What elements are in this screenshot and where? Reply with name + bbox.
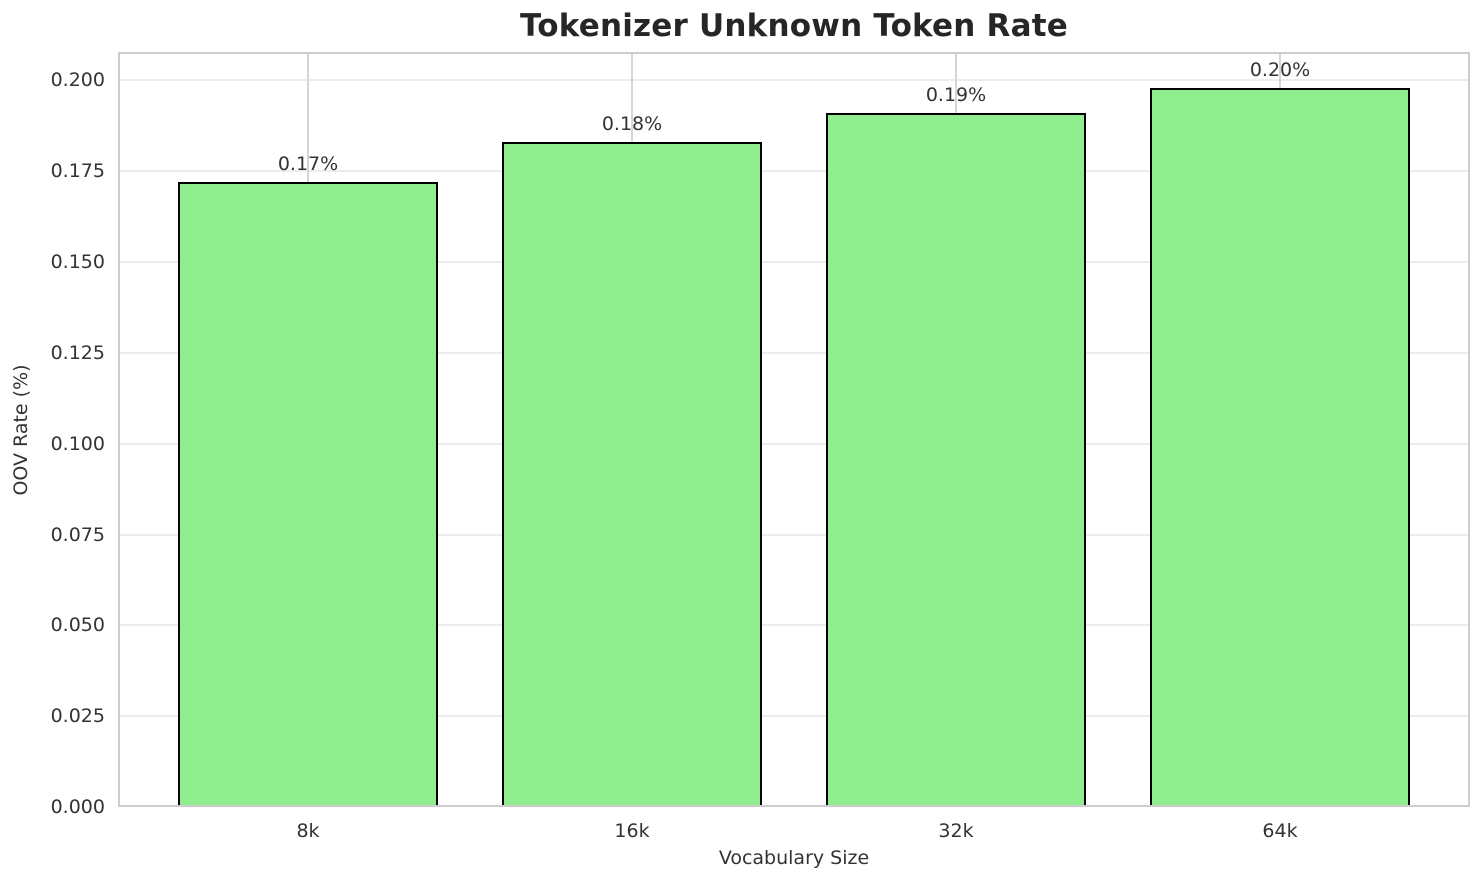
y-gridline <box>118 351 1470 354</box>
plot-area: 0.17% 0.18% 0.19% 0.20% <box>118 52 1470 807</box>
bar-value-label: 0.19% <box>925 84 987 106</box>
x-tick-label: 8k <box>296 820 320 842</box>
x-tick-label: 64k <box>1262 820 1298 842</box>
y-tick-label: 0.000 <box>50 796 105 818</box>
y-gridline <box>118 442 1470 445</box>
y-tick-label: 0.175 <box>50 160 105 183</box>
y-tick-label: 0.075 <box>50 523 105 546</box>
bar-value-label: 0.17% <box>277 153 339 175</box>
y-tick-label: 0.025 <box>50 705 105 728</box>
x-tick-label: 32k <box>938 820 974 842</box>
y-gridline <box>118 170 1470 173</box>
x-tick-label: 16k <box>614 820 650 842</box>
y-tick-label: 0.050 <box>50 614 105 637</box>
x-axis-label: Vocabulary Size <box>718 847 870 869</box>
y-tick-label: 0.200 <box>50 69 105 92</box>
y-gridline <box>118 79 1470 82</box>
y-gridline <box>118 261 1470 263</box>
bar-16k <box>502 142 762 807</box>
y-gridline <box>118 533 1470 536</box>
y-tick-label: 0.100 <box>50 432 105 455</box>
bar-8k <box>178 182 438 807</box>
bar-64k <box>1150 88 1410 807</box>
bar-32k <box>826 113 1086 807</box>
y-axis-label: OOV Rate (%) <box>10 364 32 496</box>
y-tick-label: 0.150 <box>50 251 105 273</box>
y-gridline <box>118 624 1470 627</box>
bar-value-label: 0.18% <box>601 113 663 135</box>
y-tick-label: 0.125 <box>50 341 105 364</box>
y-gridline <box>118 715 1470 718</box>
bar-value-label: 0.20% <box>1249 59 1311 81</box>
chart-title: Tokenizer Unknown Token Rate <box>520 8 1068 44</box>
